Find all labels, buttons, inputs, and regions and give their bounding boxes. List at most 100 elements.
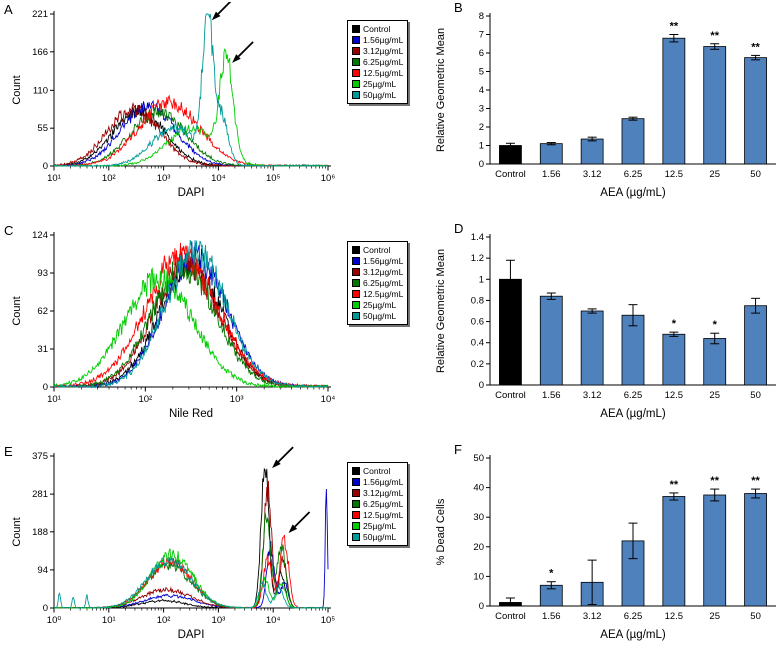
- y-tick-label: 0: [479, 601, 484, 612]
- y-tick-label: 5: [479, 67, 484, 78]
- legend-item: Control: [352, 24, 403, 34]
- legend-swatch: [352, 312, 360, 320]
- legend-item: 1.56µg/mL: [352, 35, 403, 45]
- y-tick-label: 0: [479, 159, 484, 170]
- x-axis-label: AEA (µg/mL): [600, 408, 666, 420]
- legend-swatch: [352, 91, 360, 99]
- y-tick-label: 55: [37, 123, 48, 134]
- y-tick-label: 281: [32, 489, 48, 500]
- panel-b-bar-chart: B 0 1 2 3 4 5 6 7 8 Control 1.56 3.12 6.25 ** 12.5 ** 25…: [430, 0, 784, 221]
- category-label: 6.25: [624, 169, 643, 180]
- series-line-50µg/mL: [54, 555, 328, 609]
- bar-3.12: [580, 310, 604, 386]
- y-axis-label: Relative Geometric Mean: [435, 28, 447, 152]
- y-tick-label: 3: [479, 104, 484, 115]
- bar-50: [744, 493, 767, 607]
- legend-label: 6.25µg/mL: [363, 499, 404, 509]
- legend-label: 50µg/mL: [363, 90, 397, 100]
- legend-swatch: [352, 69, 360, 77]
- bar-plot-B: 0 1 2 3 4 5 6 7 8 Control 1.56 3.12 6.25 ** 12.5 ** 25 **…: [435, 11, 776, 199]
- legend-item: 12.5µg/mL: [352, 289, 403, 299]
- y-tick-label: 93: [37, 268, 48, 279]
- y-tick-label: 124: [32, 230, 48, 241]
- category-label: Control: [495, 611, 526, 622]
- annotation-arrow-head: [232, 54, 241, 63]
- legend-item: 3.12µg/mL: [352, 46, 403, 56]
- y-tick-label: 4: [479, 85, 484, 96]
- legend-label: 1.56µg/mL: [363, 256, 404, 266]
- significance-marker: *: [672, 318, 677, 330]
- legend-item: 6.25µg/mL: [352, 57, 403, 67]
- significance-marker: **: [710, 475, 719, 487]
- bar-1.56: [539, 295, 563, 386]
- legend-item: 50µg/mL: [352, 311, 403, 321]
- legend-item: 1.56µg/mL: [352, 256, 403, 266]
- y-tick-label: 8: [479, 11, 484, 22]
- panel-label-a: A: [4, 2, 13, 17]
- x-tick-label: 10⁴: [211, 173, 226, 184]
- legend-label: 6.25µg/mL: [363, 57, 404, 67]
- series-line-25µg/mL: [53, 267, 329, 389]
- legend-item: 25µg/mL: [352, 79, 403, 89]
- legend-label: 25µg/mL: [363, 521, 397, 531]
- legend-label: 3.12µg/mL: [363, 267, 404, 277]
- bar-25: [703, 46, 727, 165]
- legend-item: 6.25µg/mL: [352, 278, 403, 288]
- legend-label: 50µg/mL: [363, 532, 397, 542]
- panel-label-b: B: [454, 0, 463, 15]
- x-axis-label: Nile Red: [169, 408, 213, 420]
- legend-swatch: [352, 279, 360, 287]
- y-axis-label: % Dead Cells: [435, 498, 447, 565]
- category-label: 1.56: [542, 169, 561, 180]
- panel-d-bar-chart: D 0 0.2 0.4 0.6 0.8 1 1.2 1.4 Control 1.56 3.12 6.2…: [430, 221, 784, 442]
- y-tick-label: 188: [32, 527, 48, 538]
- y-tick-label: 166: [32, 47, 48, 58]
- bar-1.56: [539, 143, 563, 165]
- y-tick-label: 62: [37, 306, 48, 317]
- category-label: 12.5: [665, 390, 684, 401]
- legend-label: 25µg/mL: [363, 300, 397, 310]
- annotation-arrow-head: [272, 459, 281, 469]
- x-axis-label: DAPI: [178, 629, 205, 641]
- legend-label: 6.25µg/mL: [363, 278, 404, 288]
- x-axis-label: DAPI: [178, 187, 205, 199]
- x-tick-label: 10²: [102, 173, 116, 184]
- category-label: 50: [750, 169, 761, 180]
- legend-swatch: [352, 290, 360, 298]
- significance-marker: **: [670, 21, 679, 33]
- y-tick-label: 20: [473, 542, 484, 553]
- category-label: 1.56: [542, 611, 561, 622]
- y-tick-label: 31: [37, 344, 48, 355]
- x-tick-label: 10⁵: [321, 615, 336, 626]
- category-label: 3.12: [583, 169, 602, 180]
- y-tick-label: 1: [479, 141, 484, 152]
- bar-50: [744, 57, 767, 165]
- annotation-arrow-shaft: [237, 41, 254, 58]
- y-axis-label: Count: [11, 296, 23, 325]
- legend-swatch: [352, 511, 360, 519]
- panel-c-nile-red-histogram: C 0 31 62 93 124 10¹ 10² 10³ 10⁴ Count Nile Red Con…: [0, 221, 430, 442]
- y-tick-label: 6: [479, 48, 484, 59]
- x-tick-label: 10⁴: [266, 615, 281, 626]
- legend-label: 12.5µg/mL: [363, 510, 404, 520]
- y-tick-label: 7: [479, 30, 484, 41]
- y-tick-label: 40: [473, 483, 484, 494]
- legend-swatch: [352, 80, 360, 88]
- legend: Control 1.56µg/mL 3.12µg/mL 6.25µg/mL 12.5µg…: [347, 462, 409, 546]
- legend-swatch: [352, 489, 360, 497]
- x-axis-label: AEA (µg/mL): [600, 187, 666, 199]
- series-line-1.56µg/mL: [53, 488, 329, 609]
- category-label: 25: [709, 390, 720, 401]
- legend-swatch: [352, 36, 360, 44]
- legend: Control 1.56µg/mL 3.12µg/mL 6.25µg/mL 12.5µg…: [347, 241, 409, 325]
- y-tick-label: 0.4: [471, 338, 484, 349]
- significance-marker: *: [713, 319, 718, 331]
- y-tick-label: 0.6: [471, 317, 484, 328]
- x-tick-label: 10³: [157, 173, 171, 184]
- legend-item: 1.56µg/mL: [352, 477, 403, 487]
- category-label: 3.12: [583, 611, 602, 622]
- bar-12.5: [662, 333, 686, 386]
- legend-item: Control: [352, 466, 403, 476]
- category-label: Control: [495, 169, 526, 180]
